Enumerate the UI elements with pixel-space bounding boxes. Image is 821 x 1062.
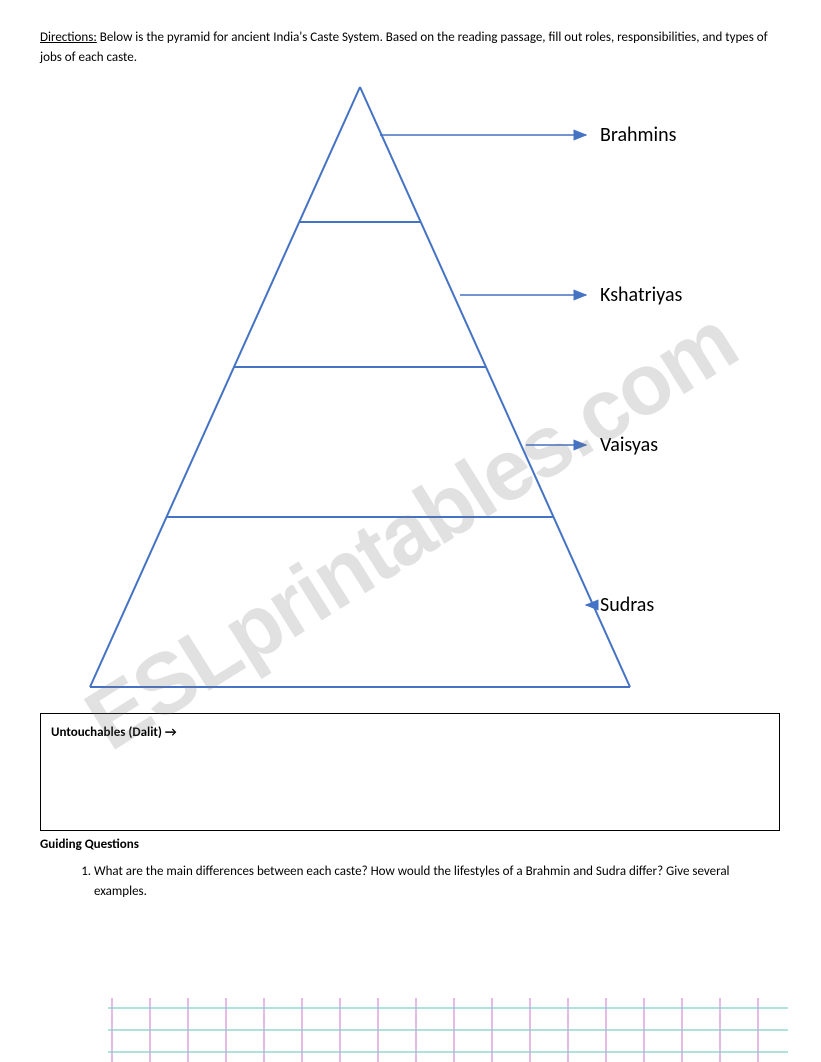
directions-label: Directions: [40,30,97,45]
caste-label: Vaisyas [600,433,658,457]
caste-label: Kshatriyas [600,283,682,307]
caste-label: Brahmins [600,123,676,147]
answer-lines-grid [108,998,788,1062]
directions-text: Directions: Below is the pyramid for anc… [40,28,781,67]
untouchables-title: Untouchables (Dalit) → [51,725,177,740]
caste-label: Sudras [600,593,654,617]
pyramid-svg [40,77,780,707]
guiding-questions-heading: Guiding Questions [40,837,781,852]
question-item: What are the main differences between ea… [94,862,781,901]
question-list: What are the main differences between ea… [40,862,781,901]
untouchables-box: Untouchables (Dalit) → [40,713,780,831]
directions-body: Below is the pyramid for ancient India's… [40,30,768,65]
pyramid-diagram: Brahmins Kshatriyas Vaisyas Sudras [40,77,780,707]
